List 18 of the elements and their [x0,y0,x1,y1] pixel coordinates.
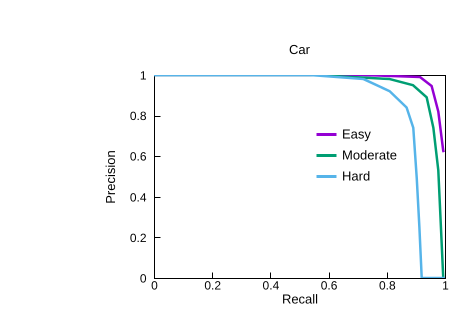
x-tick-label: 0 [151,278,158,292]
y-tick-label: 0.2 [130,230,147,245]
y-tick-label: 0.6 [130,150,147,164]
x-tick-label: 0.2 [204,278,222,292]
y-tick-label: 0.4 [130,190,147,204]
x-tick-label: 0.6 [320,278,338,292]
line-series [154,75,445,278]
x-tick-label: 0.4 [262,278,280,292]
y-axis-title: Precision [102,150,118,204]
legend-label: Moderate [342,148,397,162]
x-axis-title: Recall [282,292,318,306]
chart-title: Car [289,42,311,57]
y-tick-label: 0.8 [130,109,147,124]
legend-label: Easy [342,126,372,142]
y-tick-label: 1 [140,68,147,82]
legend-label: Hard [342,168,370,184]
x-tick-label: 0.8 [378,278,396,292]
x-tick-label: 1 [442,278,450,292]
